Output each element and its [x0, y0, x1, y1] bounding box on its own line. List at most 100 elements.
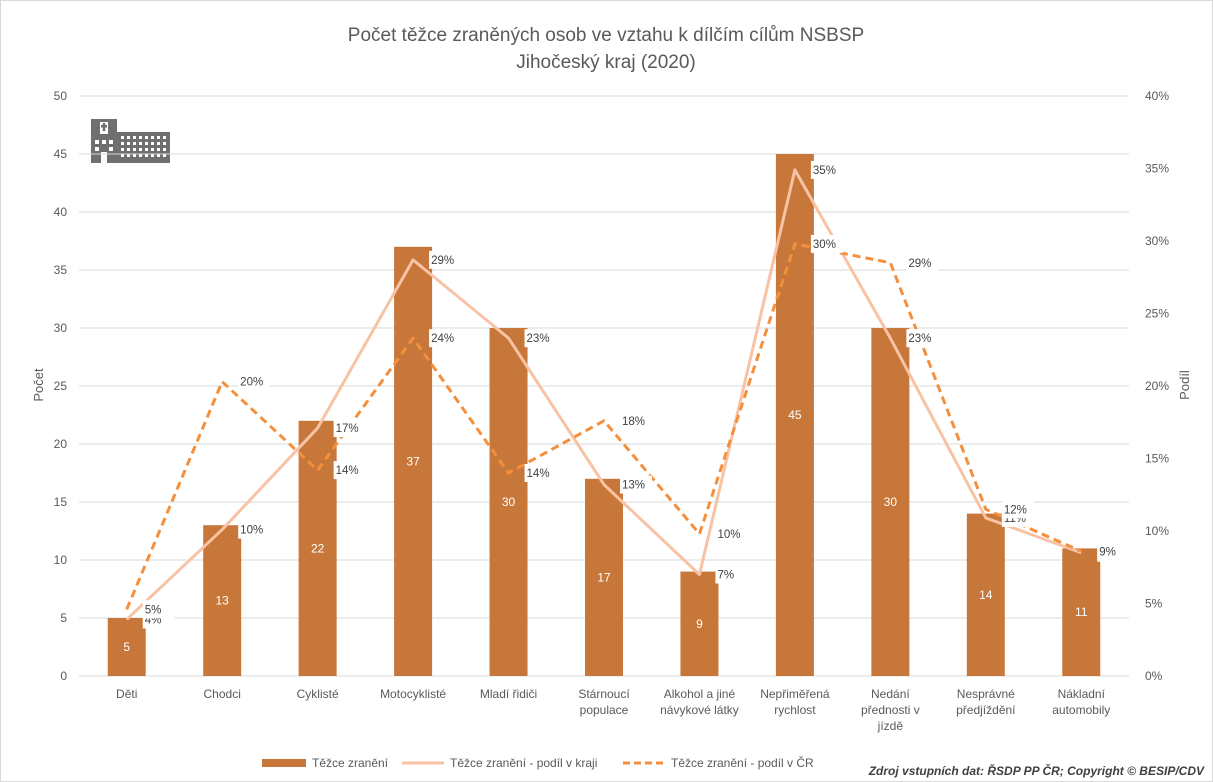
bars-series	[107, 154, 1101, 677]
line-kraj	[125, 168, 1082, 621]
bar	[107, 618, 146, 676]
percent-label-bg	[620, 475, 652, 494]
category-labels: Děti Chodci Cyklisté Motocyklisté Mladí řidi…	[116, 687, 1110, 733]
percent-label-bg	[810, 160, 843, 179]
percent-label-text: 30%	[813, 239, 836, 251]
percent-label-text: 23%	[527, 333, 550, 345]
y2-tick-label: 35%	[1145, 162, 1169, 176]
y-tick-label: 5	[60, 611, 67, 625]
y-axis-left: 0 5 10 15 20 25 30 35 40 45 50	[54, 89, 68, 683]
percent-label-bg	[810, 234, 843, 253]
x-tick-label: Nedání	[871, 687, 910, 701]
percent-label-text: 14%	[527, 468, 550, 480]
percent-label-bg	[238, 372, 271, 391]
percent-label: 10%	[715, 524, 748, 543]
percent-label: 30%	[810, 234, 843, 253]
legend-bar-label: Těžce zranění	[312, 756, 389, 770]
percent-label-bg	[333, 461, 366, 480]
percent-label-text: 13%	[622, 480, 645, 492]
bar-value-label: 30	[884, 495, 898, 509]
y-tick-label: 0	[60, 669, 67, 683]
legend: Těžce zranění Těžce zranění - podíl v kr…	[262, 755, 814, 770]
percent-label: 9%	[1097, 542, 1130, 561]
percent-label-bg	[620, 411, 652, 430]
percent-label-text: 17%	[336, 423, 359, 435]
x-tick-label: rychlost	[774, 703, 816, 717]
x-tick-label: přednosti v	[861, 703, 920, 717]
y2-tick-label: 15%	[1145, 452, 1169, 466]
legend-swatch-bar	[262, 759, 306, 767]
percent-label: 12%	[1001, 500, 1034, 519]
bar	[775, 154, 814, 676]
x-tick-label: Alkohol a jiné	[664, 687, 736, 701]
y-tick-label: 50	[54, 89, 68, 103]
percent-label-text: 9%	[1099, 546, 1116, 558]
percent-label: 14%	[524, 464, 557, 482]
bar	[298, 420, 337, 676]
x-tick-label: Nepřiměřená	[760, 687, 830, 701]
y2-tick-label: 25%	[1145, 307, 1169, 321]
y-tick-label: 30	[54, 321, 68, 335]
percent-label: 29%	[906, 253, 939, 272]
bar	[1062, 548, 1101, 676]
percent-label-text: 14%	[336, 465, 359, 477]
y-tick-label: 45	[54, 147, 68, 161]
percent-label: 18%	[620, 411, 652, 430]
x-tick-label: automobily	[1052, 703, 1110, 717]
y-tick-label: 15	[54, 495, 68, 509]
y2-axis-title: Podíl	[1177, 370, 1192, 400]
percent-label: 23%	[906, 329, 939, 348]
bar-value-label: 13	[216, 594, 230, 608]
legend-cr-label: Těžce zranění - podíl v ČR	[671, 755, 814, 770]
percent-label-bg	[715, 565, 748, 584]
percent-label: 17%	[333, 419, 366, 438]
percent-label: 5%	[142, 600, 175, 619]
percent-label-text: 35%	[813, 165, 836, 177]
percent-label: 23%	[524, 329, 557, 348]
chart-title: Počet těžce zraněných osob ve vztahu k d…	[348, 25, 864, 46]
percent-label-text: 23%	[908, 333, 931, 345]
percent-label-bg	[429, 250, 462, 269]
bar	[871, 328, 910, 676]
percent-label-text: 18%	[622, 416, 645, 428]
percent-label-text: 24%	[431, 333, 454, 345]
percent-label-bg	[524, 329, 557, 348]
x-tick-label: Nesprávné	[957, 687, 1015, 701]
x-tick-label: Nákladní	[1058, 687, 1106, 701]
x-tick-label: jízdě	[877, 719, 904, 733]
percent-label-text: 29%	[908, 258, 931, 270]
bar	[203, 525, 242, 676]
line-cr	[125, 242, 1082, 610]
percent-label: 29%	[429, 250, 462, 269]
percent-label-bg	[524, 464, 557, 482]
bar-value-label: 17	[597, 570, 611, 584]
y-tick-label: 10	[54, 553, 68, 567]
bar	[489, 328, 528, 676]
lines-series	[125, 168, 1082, 621]
percent-label: 10%	[238, 520, 271, 539]
percent-label-bg	[1001, 500, 1034, 519]
x-tick-label: populace	[580, 703, 629, 717]
y2-tick-label: 30%	[1145, 234, 1169, 248]
percent-label-text: 29%	[431, 255, 454, 267]
y-axis-right: 0% 5% 10% 15% 20% 25% 30% 35% 40%	[1145, 89, 1169, 683]
percent-label-text: 7%	[717, 570, 734, 582]
bar-value-label: 14	[979, 588, 993, 602]
percent-label-bg	[1097, 542, 1130, 561]
percent-label: 14%	[333, 461, 366, 480]
y2-tick-label: 5%	[1145, 597, 1163, 611]
bar-labels: 5 13 22 37 30 17 9 45 30 14 11	[123, 408, 1087, 654]
percent-label-bg	[906, 329, 939, 348]
x-tick-label: návykové látky	[660, 703, 739, 717]
percent-label-bg	[429, 329, 462, 348]
y-tick-label: 20	[54, 437, 68, 451]
y2-tick-label: 10%	[1145, 524, 1169, 538]
x-tick-label: předjíždění	[956, 703, 1016, 717]
y2-tick-label: 0%	[1145, 669, 1163, 683]
hospital-icon	[91, 119, 170, 163]
percent-label-bg	[906, 253, 939, 272]
percent-label-text: 5%	[145, 604, 162, 616]
percent-label: 13%	[620, 475, 652, 494]
